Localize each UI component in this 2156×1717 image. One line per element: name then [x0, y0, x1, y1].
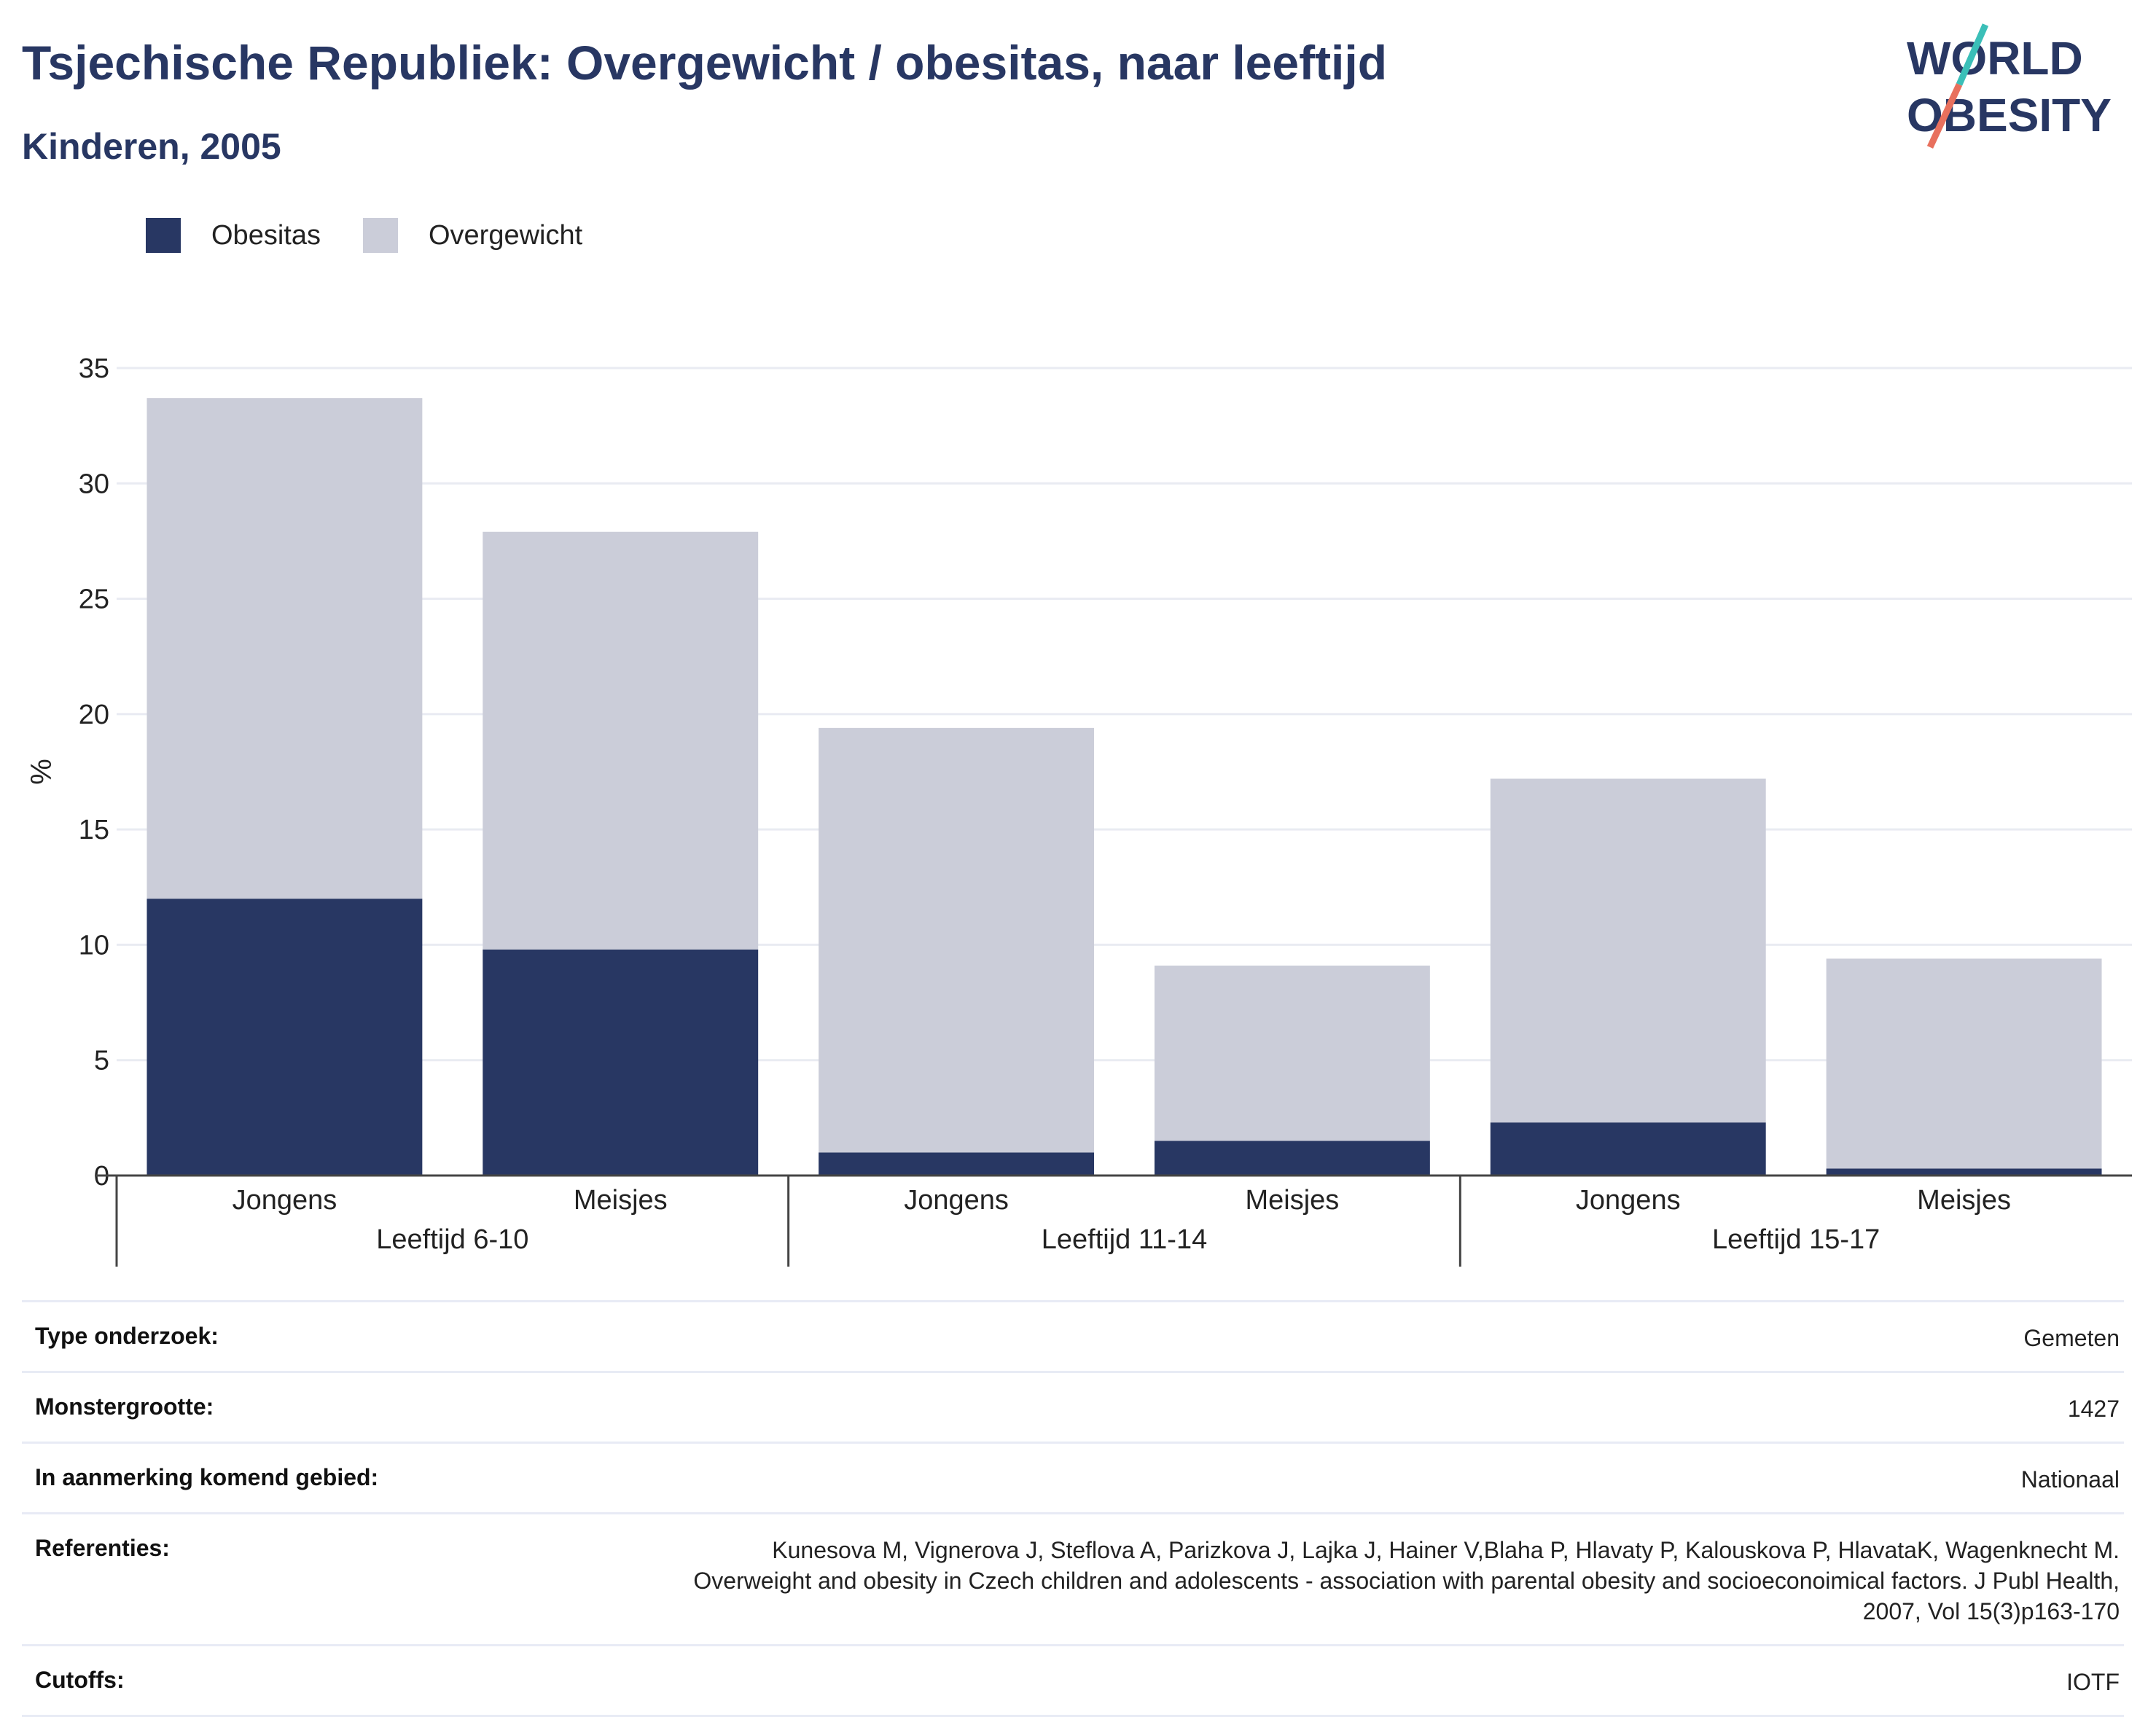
legend-item-obesitas[interactable]: Obesitas [146, 218, 321, 253]
bar-overgewicht-2 [483, 531, 759, 950]
y-tick-label: 25 [79, 584, 109, 615]
info-value-type: Gemeten [2023, 1325, 2120, 1351]
info-value-sample-size: 1427 [2067, 1396, 2120, 1422]
bar-obesitas-5 [1490, 1122, 1766, 1176]
bar-overgewicht-6 [1826, 958, 2102, 1169]
logo-slash-teal [1956, 23, 1989, 86]
info-row-references: Referenties: Kunesova M, Vignerova J, St… [22, 1514, 2124, 1646]
x-tick-label: Meisjes [1917, 1185, 2011, 1216]
info-row-cutoffs: Cutoffs: IOTF [22, 1646, 2124, 1717]
bar-obesitas-4 [1154, 1141, 1430, 1176]
bar-obesitas-2 [483, 949, 759, 1176]
x-tick-label: Meisjes [574, 1185, 668, 1216]
info-value-cutoffs: IOTF [2066, 1669, 2120, 1695]
info-value-area: Nationaal [2020, 1466, 2120, 1493]
y-axis-label: % [26, 759, 58, 785]
y-tick-label: 10 [79, 930, 109, 961]
legend-swatch-overgewicht [362, 218, 398, 253]
bar-overgewicht-1 [147, 398, 423, 899]
info-key-references: Referenties: [35, 1535, 170, 1561]
bar-obesitas-3 [819, 1152, 1095, 1176]
y-tick-label: 35 [79, 353, 109, 384]
chart-legend: Obesitas Overgewicht [146, 217, 625, 254]
bar-overgewicht-5 [1490, 778, 1766, 1123]
x-tick-label: Jongens [904, 1185, 1009, 1216]
logo-line-1: WORLD [1907, 32, 2083, 85]
info-key-cutoffs: Cutoffs: [35, 1667, 125, 1693]
info-row-area: In aanmerking komend gebied: Nationaal [22, 1444, 2124, 1514]
info-key-area: In aanmerking komend gebied: [35, 1464, 379, 1490]
y-tick-label: 30 [79, 469, 109, 499]
x-group-label: Leeftijd 15-17 [1712, 1224, 1880, 1255]
chart-title: Tsjechische Republiek: Overgewicht / obe… [22, 36, 1388, 90]
bar-obesitas-6 [1826, 1168, 2102, 1176]
bar-overgewicht-4 [1154, 965, 1430, 1141]
info-key-sample-size: Monstergrootte: [35, 1393, 214, 1420]
x-group-label: Leeftijd 11-14 [1042, 1224, 1207, 1255]
info-table: Type onderzoek: Gemeten Monstergrootte: … [22, 1300, 2124, 1717]
chart-subtitle: Kinderen, 2005 [22, 126, 281, 167]
info-row-type: Type onderzoek: Gemeten [22, 1300, 2124, 1373]
info-key-type: Type onderzoek: [35, 1323, 219, 1349]
legend-swatch-obesitas [146, 218, 181, 253]
world-obesity-logo: WORLD OBESITY [1907, 23, 2112, 149]
logo-slash-coral [1926, 83, 1963, 149]
bar-obesitas-1 [147, 899, 423, 1176]
x-group-label: Leeftijd 6-10 [376, 1224, 528, 1255]
x-tick-label: Jongens [1576, 1185, 1681, 1216]
y-tick-label: 15 [79, 815, 109, 845]
info-row-sample-size: Monstergrootte: 1427 [22, 1373, 2124, 1444]
logo-line-2: OBESITY [1907, 89, 2112, 141]
legend-item-overgewicht[interactable]: Overgewicht [362, 218, 583, 253]
x-tick-label: Jongens [233, 1185, 337, 1216]
legend-label-overgewicht: Overgewicht [428, 219, 583, 251]
y-tick-label: 5 [94, 1046, 109, 1076]
legend-label-obesitas: Obesitas [211, 219, 321, 251]
info-value-references: Kunesova M, Vignerova J, Steflova A, Par… [693, 1537, 2120, 1624]
bar-overgewicht-3 [819, 727, 1095, 1153]
x-tick-label: Meisjes [1246, 1185, 1340, 1216]
y-tick-label: 20 [79, 700, 109, 730]
